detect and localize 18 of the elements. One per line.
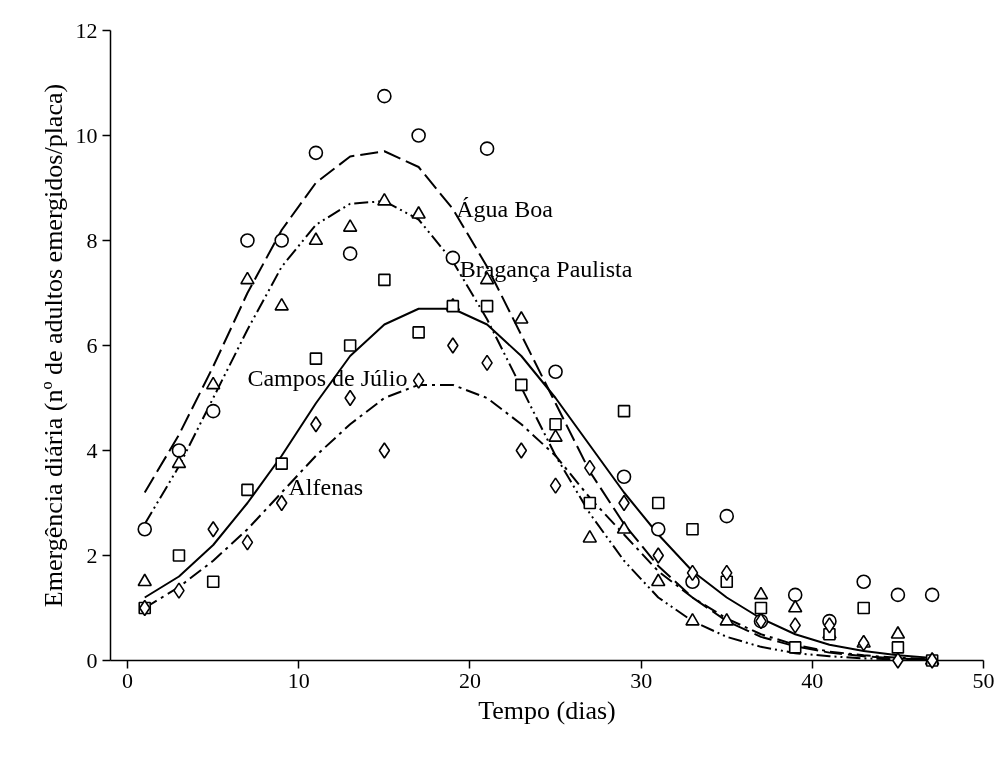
y-tick-label: 6 [86, 332, 98, 358]
x-axis-title: Tempo (dias) [478, 695, 616, 725]
annotation: Bragança Paulista [459, 256, 633, 283]
annotation: Alfenas [288, 474, 364, 501]
y-tick-label: 2 [86, 542, 98, 568]
y-tick-label: 0 [86, 647, 98, 673]
x-tick-label: 30 [630, 667, 653, 693]
x-tick-label: 50 [972, 667, 995, 693]
y-tick-label: 8 [86, 227, 98, 253]
annotation: Água Boa [456, 196, 554, 222]
x-tick-label: 0 [122, 667, 134, 693]
x-tick-label: 40 [801, 667, 824, 693]
y-tick-label: 10 [75, 122, 98, 148]
y-axis-title: Emergência diária (nº de adultos emergidos/placa) [38, 83, 68, 608]
x-tick-label: 10 [287, 667, 310, 693]
x-tick-label: 20 [458, 667, 481, 693]
y-tick-label: 4 [86, 437, 98, 463]
y-tick-label: 12 [75, 17, 98, 43]
